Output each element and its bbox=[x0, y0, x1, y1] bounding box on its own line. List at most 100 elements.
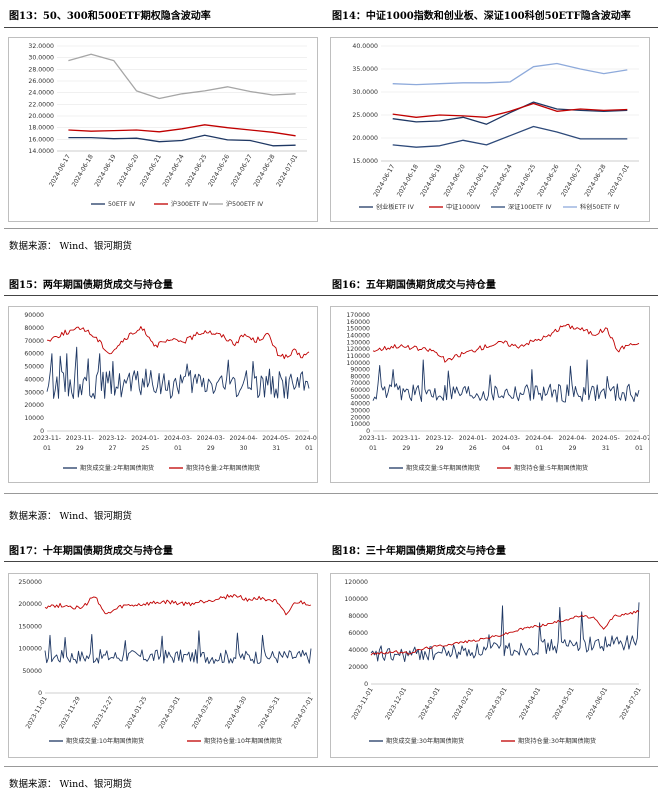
y-tick-label: 15.0000 bbox=[352, 158, 378, 165]
series-line bbox=[372, 359, 640, 403]
x-tick-label: 2024-05-01 bbox=[552, 686, 576, 721]
data-source-2: 数据来源： Wind、银河期货 bbox=[9, 511, 132, 522]
chart-15-svg: 0 10000 20000 30000 40000 50000 60000 70000 8000… bbox=[24, 312, 317, 472]
y-tick-label: 120000 bbox=[346, 346, 370, 353]
legend-label: 沪300ETF IV bbox=[171, 200, 209, 208]
x-tick-label: 2023-11-01 bbox=[351, 686, 375, 721]
y-tick-label: 140000 bbox=[346, 332, 370, 339]
series-line bbox=[44, 594, 312, 616]
x-tick-label: 2024-06-27 bbox=[230, 153, 254, 188]
series-line bbox=[68, 53, 296, 100]
x-tick-label: 2024-06-17 bbox=[48, 153, 72, 188]
y-tick-label: 14.0000 bbox=[28, 148, 54, 155]
x-tick-label: 2024-03- bbox=[492, 435, 520, 442]
y-tick-label: 150000 bbox=[18, 623, 42, 630]
x-tick-label: 2024-01-01 bbox=[418, 686, 442, 721]
x-tick-label: 2024-07-01 bbox=[291, 695, 315, 730]
y-tick-label: 80000 bbox=[350, 373, 370, 380]
y-tick-label: 130000 bbox=[346, 339, 370, 346]
y-tick-label: 32.0000 bbox=[28, 43, 54, 50]
x-tick-label-day: 04 bbox=[502, 445, 510, 452]
x-tick-label-day: 29 bbox=[76, 445, 84, 452]
y-tick-label: 20000 bbox=[350, 414, 370, 421]
y-tick-label: 160000 bbox=[346, 319, 370, 326]
chart-14-svg: 15.0000 20.0000 25.0000 30.0000 35.0000 40.00… bbox=[352, 43, 639, 211]
y-tick-label: 20.0000 bbox=[352, 135, 378, 142]
y-tick-label: 50000 bbox=[22, 668, 42, 675]
x-tick-label: 2024-03- bbox=[197, 435, 225, 442]
x-tick-label: 2024-06-25 bbox=[513, 163, 537, 198]
legend-label: 创业板ETF IV bbox=[376, 203, 415, 211]
x-tick-label: 2024-04-01 bbox=[518, 686, 542, 721]
y-tick-label: 18.0000 bbox=[28, 125, 54, 132]
x-tick-label-day: 01 bbox=[369, 445, 377, 452]
y-tick-label: 30.0000 bbox=[28, 55, 54, 62]
x-tick-label: 2024-06-28 bbox=[584, 163, 608, 198]
x-tick-label: 2024-06-17 bbox=[372, 163, 396, 198]
chart-18-svg: 0 20000 40000 60000 80000 100000 120000 2023-11… bbox=[344, 579, 643, 745]
x-tick-label: 2024-01-25 bbox=[124, 695, 148, 730]
y-tick-label: 80000 bbox=[348, 613, 368, 620]
chart-17-svg: 0 50000 100000 150000 200000 250000 2023-11-01… bbox=[18, 579, 315, 745]
y-tick-label: 25.0000 bbox=[352, 112, 378, 119]
y-tick-label: 10000 bbox=[350, 421, 370, 428]
x-tick-label: 2024-03- bbox=[164, 435, 192, 442]
y-tick-label: 70000 bbox=[350, 380, 370, 387]
figure-17-title: 图17：十年期国债期货成交与持仓量 bbox=[9, 546, 173, 557]
y-tick-label: 24.0000 bbox=[28, 90, 54, 97]
x-tick-label: 2024-06-24 bbox=[162, 153, 186, 188]
x-tick-label: 2024-02-01 bbox=[451, 686, 475, 721]
rule-3 bbox=[4, 493, 658, 494]
y-tick-label: 20000 bbox=[348, 664, 368, 671]
chart-panel-17: 0 50000 100000 150000 200000 250000 2023-11-01… bbox=[8, 573, 318, 758]
y-tick-label: 90000 bbox=[24, 312, 44, 319]
x-tick-label: 2024-04- bbox=[229, 435, 257, 442]
y-tick-label: 30.0000 bbox=[352, 89, 378, 96]
legend-label: 期货成交量:2年期国债期货 bbox=[80, 464, 154, 472]
y-tick-label: 28.0000 bbox=[28, 66, 54, 73]
y-tick-label: 60000 bbox=[348, 630, 368, 637]
y-tick-label: 0 bbox=[366, 428, 370, 435]
x-tick-label: 2024-07-01 bbox=[607, 163, 631, 198]
x-tick-label: 2024-03-01 bbox=[158, 695, 182, 730]
chart-13-svg: 14.0000 16.0000 18.0000 20.0000 22.0000 24.00… bbox=[28, 43, 307, 208]
y-tick-label: 120000 bbox=[344, 579, 368, 586]
series-line bbox=[68, 134, 296, 147]
rule-2 bbox=[4, 295, 658, 296]
legend-label: 期货持仓量:2年期国债期货 bbox=[186, 464, 260, 472]
series-line bbox=[392, 62, 628, 86]
y-tick-label: 30000 bbox=[24, 389, 44, 396]
y-tick-label: 170000 bbox=[346, 312, 370, 319]
x-tick-label: 2023-11- bbox=[392, 435, 420, 442]
x-tick-label-day: 27 bbox=[109, 445, 117, 452]
series-line bbox=[44, 630, 312, 665]
y-tick-label: 60000 bbox=[24, 351, 44, 358]
y-tick-label: 50000 bbox=[24, 364, 44, 371]
series-line bbox=[46, 326, 310, 360]
y-tick-label: 26.0000 bbox=[28, 78, 54, 85]
x-tick-label: 2024-06-01 bbox=[585, 686, 609, 721]
y-tick-label: 90000 bbox=[350, 367, 370, 374]
chart-panel-18: 0 20000 40000 60000 80000 100000 120000 2023-11… bbox=[330, 573, 650, 758]
y-tick-label: 250000 bbox=[18, 579, 42, 586]
x-tick-label: 2024-06-24 bbox=[490, 163, 514, 198]
x-tick-label: 2024-06-26 bbox=[207, 153, 231, 188]
x-tick-label: 2024-03-29 bbox=[191, 695, 215, 730]
y-tick-label: 200000 bbox=[18, 601, 42, 608]
data-source-3: 数据来源： Wind、银河期货 bbox=[9, 779, 132, 790]
y-tick-label: 20.0000 bbox=[28, 113, 54, 120]
figure-13-title: 图13：50、300和500ETF期权隐含波动率 bbox=[9, 11, 211, 22]
x-tick-label-day: 29 bbox=[207, 445, 215, 452]
series-line bbox=[392, 125, 628, 148]
legend-label: 期货持仓量:10年期国债期货 bbox=[204, 737, 282, 745]
x-tick-label: 2024-01- bbox=[459, 435, 487, 442]
rule-4 bbox=[4, 561, 658, 562]
x-tick-label: 2024-06-25 bbox=[184, 153, 208, 188]
x-tick-label: 2023-11-01 bbox=[25, 695, 49, 730]
y-tick-label: 16.0000 bbox=[28, 136, 54, 143]
x-tick-label: 2023-11- bbox=[66, 435, 94, 442]
x-tick-label: 2024-07-01 bbox=[619, 686, 643, 721]
y-tick-label: 70000 bbox=[24, 338, 44, 345]
x-tick-label: 2024-04-30 bbox=[224, 695, 248, 730]
x-tick-label: 2024-01- bbox=[131, 435, 159, 442]
